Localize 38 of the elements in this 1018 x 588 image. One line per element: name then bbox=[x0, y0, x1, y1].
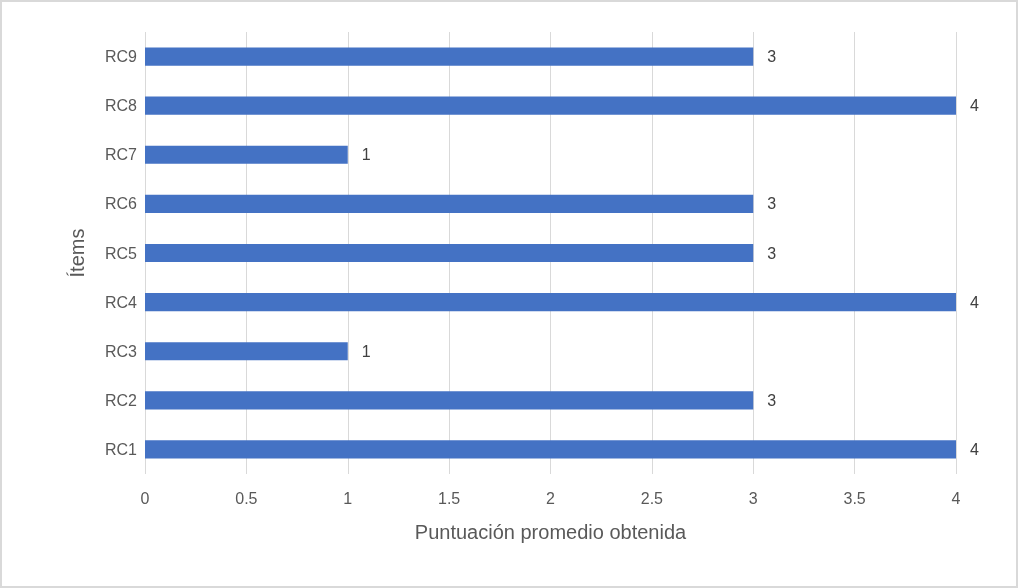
x-tick-label: 3 bbox=[748, 489, 758, 507]
y-tick-label: RC7 bbox=[104, 146, 138, 164]
data-label: 4 bbox=[970, 97, 979, 115]
y-tick-label: RC4 bbox=[104, 293, 138, 311]
y-axis-title: Ítems bbox=[66, 228, 88, 278]
bar bbox=[145, 96, 956, 115]
bar bbox=[145, 145, 348, 164]
y-tick-label: RC9 bbox=[104, 48, 138, 66]
data-label: 1 bbox=[361, 342, 371, 360]
x-tick-label: 0.5 bbox=[235, 489, 258, 507]
data-label: 4 bbox=[970, 293, 979, 311]
bar bbox=[145, 440, 956, 459]
y-tick-label: RC8 bbox=[104, 97, 138, 115]
y-tick-label: RC2 bbox=[104, 391, 138, 409]
x-tick-label: 2 bbox=[546, 489, 556, 507]
data-label: 3 bbox=[767, 48, 777, 66]
bar bbox=[145, 293, 956, 312]
bar bbox=[145, 47, 754, 66]
data-label: 3 bbox=[767, 391, 777, 409]
x-axis-title: Puntuación promedio obtenida bbox=[414, 521, 688, 543]
bar bbox=[145, 391, 754, 410]
x-tick-label: 1 bbox=[343, 489, 353, 507]
data-label: 1 bbox=[361, 146, 371, 164]
y-tick-label: RC1 bbox=[104, 440, 138, 458]
data-label: 3 bbox=[767, 195, 777, 213]
x-tick-label: 2.5 bbox=[640, 489, 664, 507]
x-tick-label: 0 bbox=[140, 489, 150, 507]
data-label: 4 bbox=[970, 440, 979, 458]
x-tick-label: 4 bbox=[951, 489, 961, 507]
bar bbox=[145, 243, 754, 263]
y-tick-label: RC5 bbox=[104, 244, 138, 262]
y-tick-label: RC3 bbox=[104, 342, 138, 360]
data-label: 3 bbox=[767, 244, 777, 262]
bar bbox=[145, 194, 754, 213]
x-tick-label: 3.5 bbox=[843, 489, 866, 507]
x-tick-label: 1.5 bbox=[438, 489, 461, 507]
bar bbox=[145, 342, 348, 361]
y-tick-label: RC6 bbox=[104, 195, 138, 213]
